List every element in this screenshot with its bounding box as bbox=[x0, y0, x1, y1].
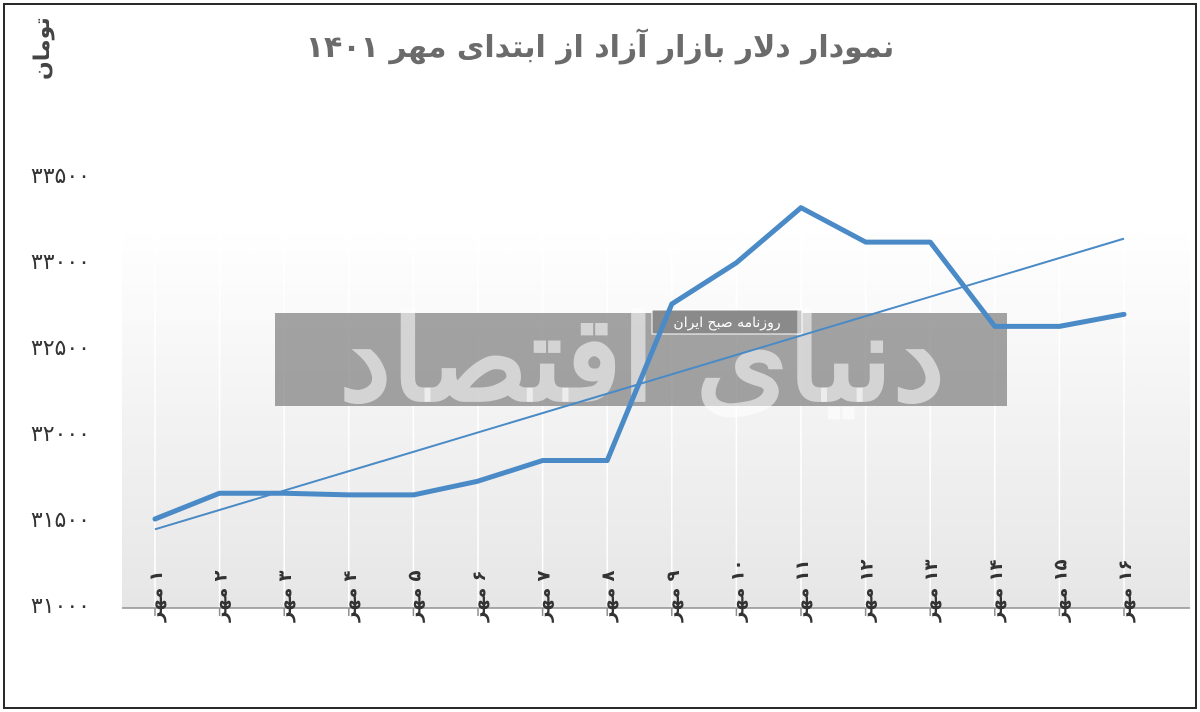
x-tick-label: ۴ مهر bbox=[340, 571, 361, 624]
x-tick-label: ۳ مهر bbox=[275, 571, 296, 624]
series-line bbox=[152, 205, 1127, 522]
y-tick-label: ۳۳۰۰۰ bbox=[31, 250, 90, 275]
x-tick-label: ۶ مهر bbox=[469, 571, 490, 624]
chart-title: نمودار دلار بازار آزاد از ابتدای مهر ۱۴۰… bbox=[305, 30, 895, 65]
x-tick-label: ۸ مهر bbox=[598, 571, 619, 624]
watermark: روزنامه صبح ایران دنیای اقتصاد bbox=[275, 289, 1007, 428]
y-tick-label: ۳۱۵۰۰ bbox=[31, 508, 90, 533]
y-tick-label: ۳۱۰۰۰ bbox=[31, 594, 90, 619]
plot-area bbox=[122, 228, 1190, 608]
watermark-band bbox=[275, 313, 1007, 406]
watermark-main-text: دنیای اقتصاد bbox=[339, 289, 945, 428]
x-tick-label: ۱۰ مهر bbox=[727, 560, 748, 623]
x-tick-label: ۱۳ مهر bbox=[921, 560, 942, 623]
watermark-sub-box bbox=[651, 309, 803, 335]
y-tick-label: ۳۲۰۰۰ bbox=[31, 422, 90, 447]
x-tick-label: ۱۲ مهر bbox=[857, 560, 878, 623]
x-tick-label: ۱۶ مهر bbox=[1115, 560, 1136, 623]
x-tick-label: ۹ مهر bbox=[663, 571, 684, 624]
y-tick-label: ۳۲۵۰۰ bbox=[31, 336, 90, 361]
x-tick-label: ۱ مهر bbox=[146, 571, 167, 624]
x-tick-label: ۷ مهر bbox=[534, 571, 555, 624]
watermark-sub-text: روزنامه صبح ایران bbox=[673, 315, 780, 331]
x-tick-label: ۱۱ مهر bbox=[792, 560, 813, 623]
x-tick-label: ۱۴ مهر bbox=[986, 560, 1007, 623]
x-tick-label: ۱۵ مهر bbox=[1050, 560, 1071, 623]
y-tick-label: ۳۳۵۰۰ bbox=[31, 164, 90, 189]
x-tick-label: ۲ مهر bbox=[211, 571, 232, 624]
x-tick-label: ۵ مهر bbox=[404, 571, 425, 624]
